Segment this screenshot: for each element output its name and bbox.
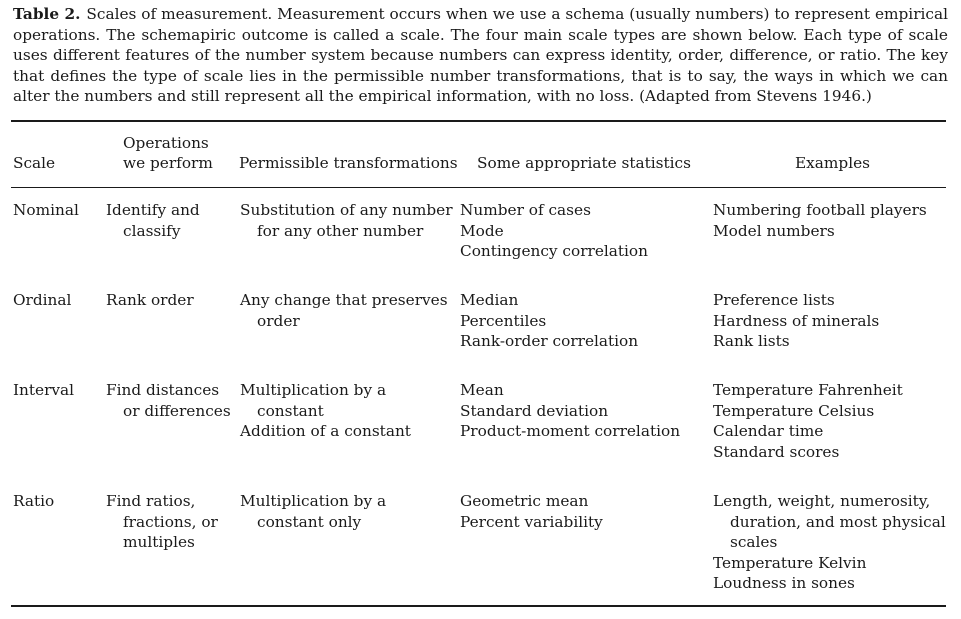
cell-line: Ratio [13,492,55,510]
header-scale: Scale [13,154,56,172]
cell-line: classify [123,221,181,240]
cell-line: Multiplication by a [240,381,387,399]
cell-line: Preference lists [713,291,835,309]
cell-line: Temperature Celsius [713,401,875,420]
cell-examples: Length, weight, numerosity, duration, and… [713,491,946,594]
cell-examples: Preference lists Hardness of minerals Rank… [713,290,879,352]
cell-scale: Interval [13,380,74,401]
cell-transformations: Substitution of any number for any other … [240,200,453,241]
header-operations-line2: we perform [123,154,213,172]
cell-line: Geometric mean [460,492,589,510]
cell-transformations: Multiplication by a constant only [240,491,386,532]
cell-operations: Find distances or differences [106,380,231,421]
cell-line: Rank order [106,291,194,309]
cell-scale: Nominal [13,200,79,221]
cell-line: Standard scores [713,442,840,461]
cell-operations: Rank order [106,290,194,311]
cell-line: Length, weight, numerosity, [713,492,931,510]
cell-statistics: Median Percentiles Rank-order correlation [460,290,638,352]
cell-line: Mode [460,221,504,240]
cell-line: Product-moment correlation [460,422,681,441]
cell-line: Rank lists [713,332,790,351]
cell-line: Ordinal [13,291,72,309]
cell-line: Contingency correlation [460,242,648,261]
cell-line: Rank-order correlation [460,332,639,351]
cell-line: Addition of a constant [240,422,411,441]
cell-line: Find ratios, [106,492,196,510]
cell-line: Find distances [106,381,220,399]
header-operations-line1: Operations [123,134,209,152]
table-top-rule [11,120,946,122]
cell-line: Median [460,291,519,309]
cell-scale: Ordinal [13,290,71,311]
cell-line: constant only [257,512,362,531]
cell-line: Substitution of any number [240,201,453,219]
cell-line: Interval [13,381,75,399]
cell-examples: Numbering football players Model numbers [713,200,927,241]
header-statistics: Some appropriate statistics [477,154,691,172]
cell-statistics: Geometric mean Percent variability [460,491,603,532]
cell-line: multiples [123,533,195,552]
cell-line: Percent variability [460,512,603,531]
cell-line: Number of cases [460,201,591,219]
table-bottom-rule [11,605,946,607]
cell-examples: Temperature Fahrenheit Temperature Celsiu… [713,380,903,462]
cell-line: order [257,311,300,330]
cell-operations: Identify and classify [106,200,200,241]
cell-line: Temperature Fahrenheit [713,381,903,399]
table-header-rule [11,187,946,188]
cell-line: Numbering football players [713,201,927,219]
cell-line: Multiplication by a [240,492,387,510]
cell-line: Model numbers [713,221,835,240]
cell-line: fractions, or [123,512,218,531]
header-examples: Examples [795,154,871,172]
cell-line: Loudness in sones [713,574,855,593]
cell-line: Identify and [106,201,200,219]
table-caption: Table 2. Scales of measurement. Measureme… [13,4,948,107]
cell-statistics: Mean Standard deviation Product-moment cor… [460,380,680,442]
cell-line: duration, and most physical [730,512,946,531]
caption-label: Table 2. [13,5,81,23]
cell-line: Percentiles [460,311,547,330]
cell-line: Any change that preserves [240,291,448,309]
cell-line: scales [730,533,778,552]
cell-transformations: Any change that preserves order [240,290,448,331]
cell-statistics: Number of cases Mode Contingency correlati… [460,200,648,262]
caption-text: Scales of measurement. Measurement occur… [13,5,948,106]
cell-line: or differences [123,401,231,420]
cell-line: Hardness of minerals [713,311,880,330]
cell-line: constant [257,401,324,420]
header-transformations: Permissible transformations [239,154,458,172]
cell-line: Nominal [13,201,79,219]
cell-transformations: Multiplication by a constant Addition of a… [240,380,411,442]
cell-line: Standard deviation [460,401,609,420]
cell-operations: Find ratios, fractions, or multiples [106,491,218,553]
cell-line: Temperature Kelvin [713,553,867,572]
cell-scale: Ratio [13,491,54,512]
cell-line: Mean [460,381,504,399]
cell-line: Calendar time [713,422,824,441]
cell-line: for any other number [257,221,424,240]
